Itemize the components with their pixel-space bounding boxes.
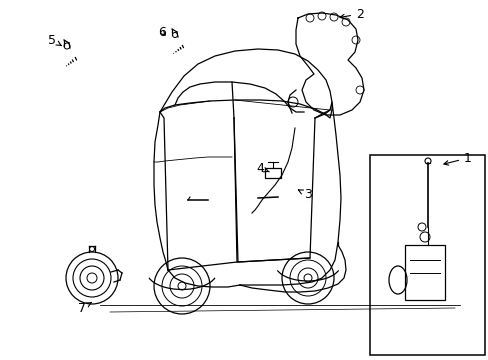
Bar — [404, 245, 444, 300]
Text: 1: 1 — [443, 152, 471, 165]
Bar — [369, 155, 484, 355]
Text: 4: 4 — [256, 162, 269, 175]
Bar — [264, 168, 281, 178]
Text: 5: 5 — [48, 33, 61, 46]
Text: 6: 6 — [158, 26, 165, 39]
Text: 7: 7 — [78, 302, 91, 315]
Text: 2: 2 — [339, 8, 363, 21]
Text: 3: 3 — [298, 189, 311, 202]
